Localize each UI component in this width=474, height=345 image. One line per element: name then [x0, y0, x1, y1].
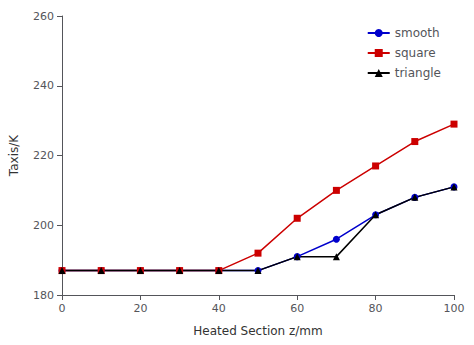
svg-text:260: 260 — [33, 10, 54, 23]
svg-text:40: 40 — [212, 302, 226, 315]
svg-text:80: 80 — [369, 302, 383, 315]
svg-text:0: 0 — [59, 302, 66, 315]
svg-text:100: 100 — [444, 302, 465, 315]
svg-text:Taxis/K: Taxis/K — [7, 134, 21, 177]
svg-text:240: 240 — [33, 79, 54, 92]
svg-text:smooth: smooth — [395, 26, 440, 40]
svg-text:60: 60 — [290, 302, 304, 315]
svg-text:triangle: triangle — [395, 66, 441, 80]
svg-text:20: 20 — [133, 302, 147, 315]
svg-text:180: 180 — [33, 289, 54, 302]
svg-text:Heated Section z/mm: Heated Section z/mm — [193, 324, 322, 338]
svg-text:square: square — [395, 46, 436, 60]
svg-text:200: 200 — [33, 219, 54, 232]
svg-text:220: 220 — [33, 149, 54, 162]
